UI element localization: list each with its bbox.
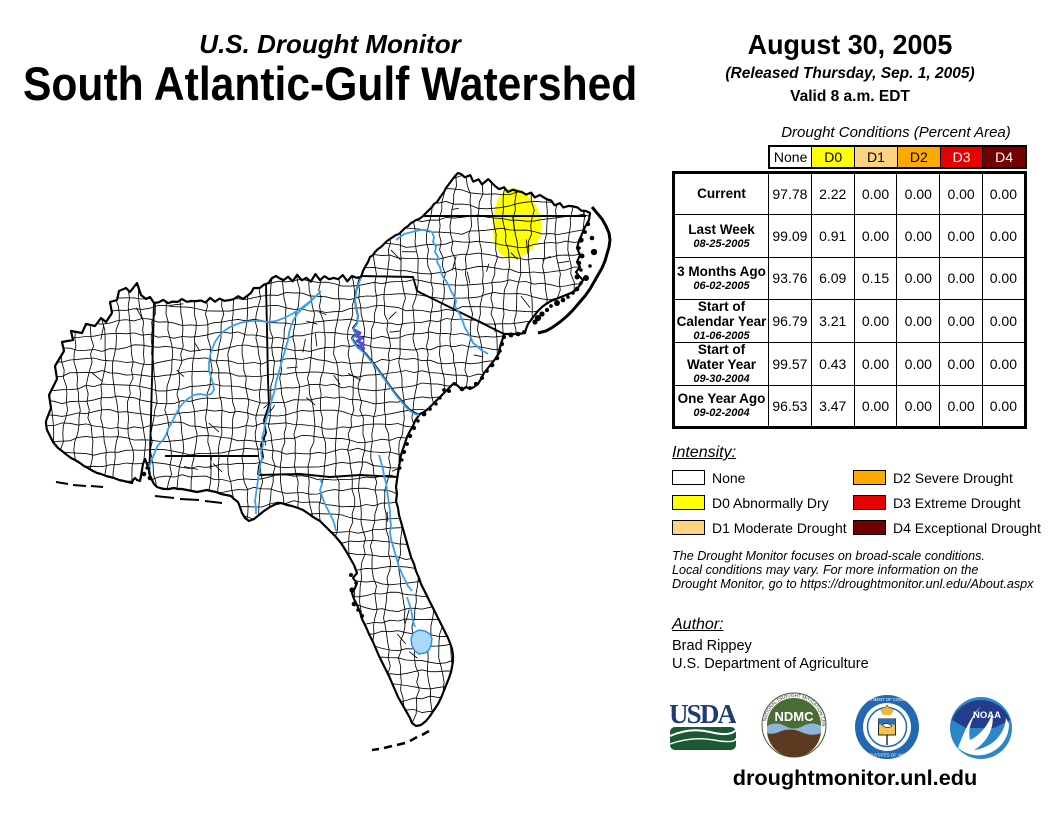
svg-text:NOAA: NOAA bbox=[973, 710, 1001, 721]
svg-text:DEPARTMENT OF COMMERCE: DEPARTMENT OF COMMERCE bbox=[856, 697, 918, 702]
svg-text:NDMC: NDMC bbox=[775, 709, 815, 724]
svg-text:USDA: USDA bbox=[670, 702, 736, 729]
svg-text:UNITED STATES OF AMERICA: UNITED STATES OF AMERICA bbox=[857, 753, 917, 758]
